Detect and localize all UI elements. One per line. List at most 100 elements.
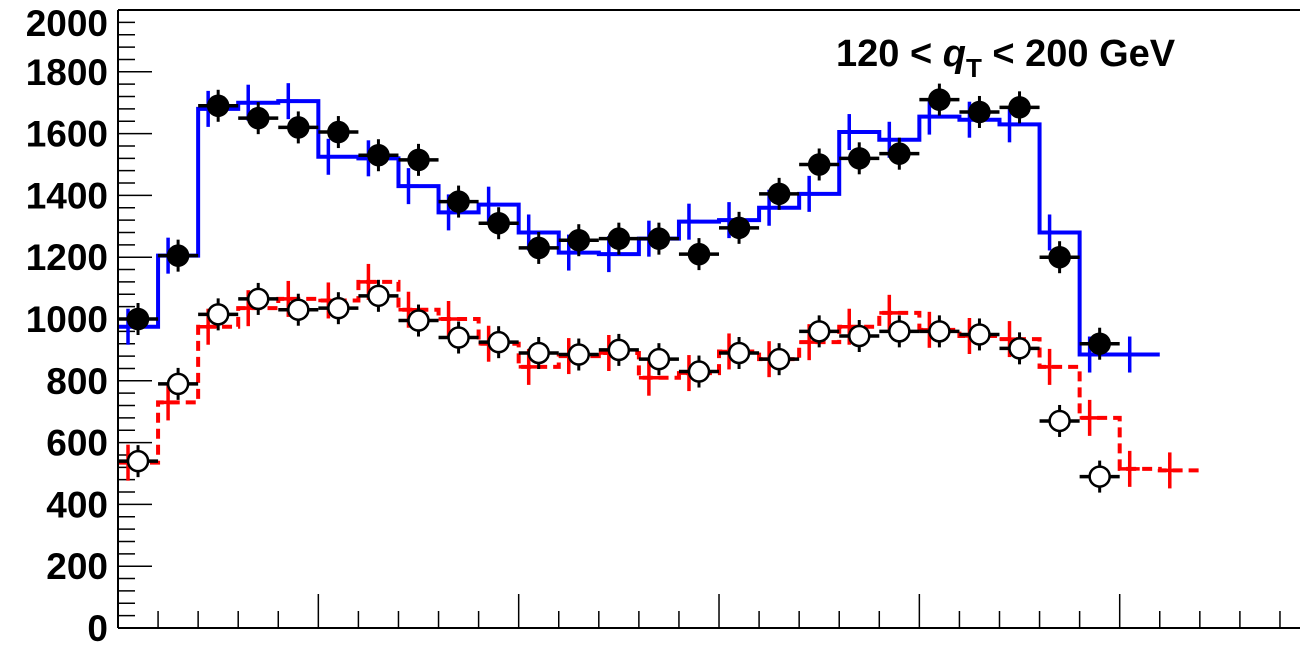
filled-data-point [879, 137, 920, 170]
marker [327, 296, 350, 320]
filled-data-point [118, 303, 159, 335]
marker [687, 242, 711, 266]
marker [126, 449, 150, 473]
annotation-variable: q [943, 33, 966, 75]
lower-hist-cross [438, 301, 459, 337]
x-axis-ticks [157, 594, 1281, 628]
marker [287, 116, 310, 139]
marker [1088, 465, 1111, 488]
marker [166, 372, 190, 396]
marker [487, 330, 510, 354]
open-data-point [358, 279, 399, 312]
marker [607, 227, 631, 250]
filled-data-point [719, 211, 760, 244]
lower-histogram [118, 263, 1200, 489]
marker [1048, 245, 1071, 269]
marker [807, 320, 831, 343]
filled-data-point [959, 95, 1000, 128]
marker [1008, 337, 1031, 360]
open-data-point [839, 319, 880, 352]
marker [447, 326, 470, 349]
upper-hist-cross [678, 203, 699, 240]
filled-data-point [198, 89, 239, 122]
y-tick-label: 1200 [26, 237, 108, 278]
upper-hist-cross [278, 83, 299, 120]
filled-data-point [919, 83, 960, 116]
filled-data-point [558, 224, 599, 257]
marker [888, 320, 911, 343]
marker [767, 182, 791, 206]
marker [848, 324, 871, 348]
marker [687, 360, 711, 383]
open-data-point [759, 343, 800, 376]
open-data-point [478, 326, 519, 359]
marker [206, 94, 230, 118]
marker [1088, 332, 1111, 355]
marker [206, 303, 230, 326]
marker [126, 307, 150, 331]
y-tick-label: 200 [46, 546, 108, 587]
y-tick-label: 1000 [26, 299, 108, 340]
filled-data-point [999, 91, 1040, 124]
marker [447, 190, 470, 213]
annotation-prefix: 120 < [836, 33, 943, 75]
open-data-point [318, 292, 359, 325]
y-tick-label: 1400 [26, 175, 108, 216]
data-points-filled [118, 83, 1120, 360]
lower-hist-cross [158, 384, 179, 421]
open-data-point [278, 293, 319, 326]
annotation-suffix: < 200 GeV [982, 33, 1176, 75]
open-data-point [919, 315, 960, 348]
filled-data-point [1039, 241, 1080, 274]
lower-hist-cross [1039, 348, 1060, 385]
y-tick-label: 1800 [26, 52, 108, 93]
filled-data-point [518, 231, 559, 264]
data-points-open [118, 279, 1120, 493]
y-axis-labels: 0 200 400 600 800 1000 1200 1400 1600 1800 2000 [26, 3, 108, 646]
marker [407, 309, 430, 332]
open-data-point [158, 367, 199, 400]
marker [487, 211, 510, 235]
open-data-point [719, 336, 760, 369]
marker [607, 338, 631, 362]
lower-hist-cross [879, 294, 900, 331]
marker [527, 341, 550, 365]
series-layer [118, 83, 1200, 493]
upper-hist-cross [1039, 214, 1060, 251]
upper-hist-cross [398, 168, 419, 205]
marker [888, 142, 911, 165]
upper-hist-cross [799, 175, 820, 212]
marker [848, 147, 871, 170]
marker [928, 88, 951, 111]
marker [367, 143, 390, 167]
marker [727, 216, 751, 240]
upper-hist-cross [318, 138, 339, 175]
marker [246, 106, 270, 130]
marker [928, 320, 951, 343]
open-data-point [799, 315, 840, 348]
open-data-point [518, 336, 559, 369]
filled-data-point [598, 222, 639, 255]
marker [767, 347, 791, 371]
y-tick-label: 2000 [26, 3, 108, 44]
marker [367, 284, 390, 308]
open-data-point [118, 445, 159, 478]
marker [246, 287, 270, 311]
filled-data-point [398, 143, 439, 176]
open-data-point [438, 321, 479, 354]
marker [567, 228, 591, 252]
y-tick-label: 0 [87, 608, 108, 646]
open-data-point [398, 304, 439, 337]
open-data-point [959, 318, 1000, 351]
open-data-point [638, 343, 679, 376]
marker [968, 100, 991, 124]
marker [647, 347, 671, 371]
open-data-point [879, 315, 920, 348]
marker [1048, 409, 1071, 433]
kinematic-range-annotation: 120 < qT < 200 GeV [836, 33, 1176, 83]
marker [407, 148, 430, 172]
y-tick-label: 600 [46, 423, 108, 464]
open-data-point [198, 298, 239, 331]
filled-data-point [238, 102, 279, 135]
upper-hist-cross [478, 186, 499, 223]
